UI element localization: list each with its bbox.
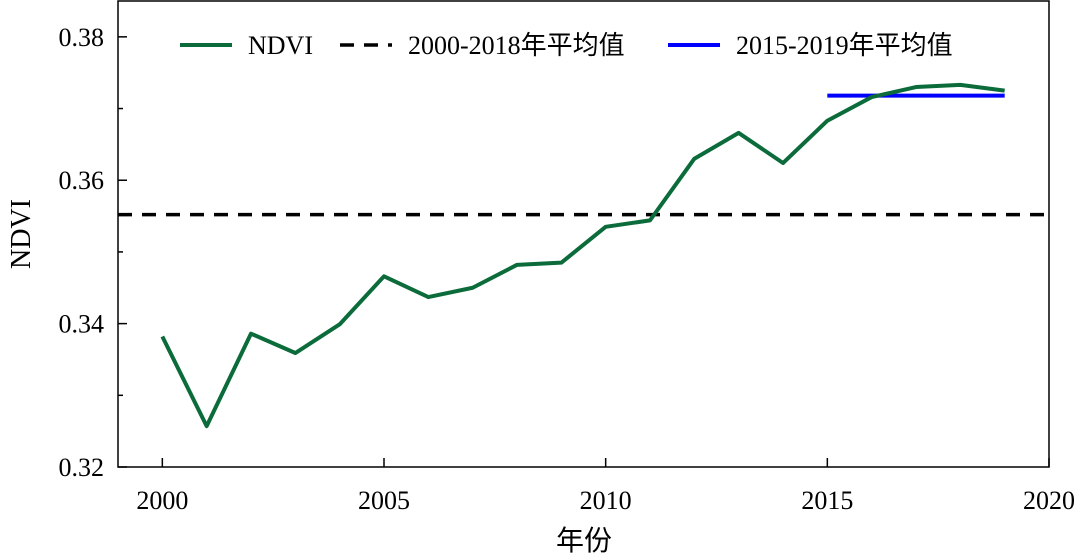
x-tick-label: 2005 xyxy=(358,486,410,515)
y-tick-label: 0.34 xyxy=(59,310,105,339)
x-axis-label: 年份 xyxy=(556,525,612,555)
legend-label: NDVI xyxy=(248,31,313,60)
legend: NDVI 2000-2018年平均值 2015-2019年平均值 xyxy=(180,31,953,60)
y-tick-label: 0.32 xyxy=(59,453,105,482)
x-tick-label: 2020 xyxy=(1023,486,1075,515)
plot-frame xyxy=(117,0,1050,468)
x-tick-label: 2015 xyxy=(801,486,853,515)
y-tick-label: 0.38 xyxy=(59,23,105,52)
plot-area xyxy=(118,82,1049,429)
y-axis-label: NDVI xyxy=(6,199,37,269)
legend-label: 2000-2018年平均值 xyxy=(408,31,625,60)
series-line-0 xyxy=(160,82,1005,429)
axes: 0.32 0.34 0.36 0.38 2000 2005 2010 2015 2020 xyxy=(59,0,1075,515)
x-tick-label: 2010 xyxy=(580,486,632,515)
legend-label: 2015-2019年平均值 xyxy=(736,31,953,60)
x-tick-label: 2000 xyxy=(136,486,188,515)
y-tick-label: 0.36 xyxy=(59,166,105,195)
